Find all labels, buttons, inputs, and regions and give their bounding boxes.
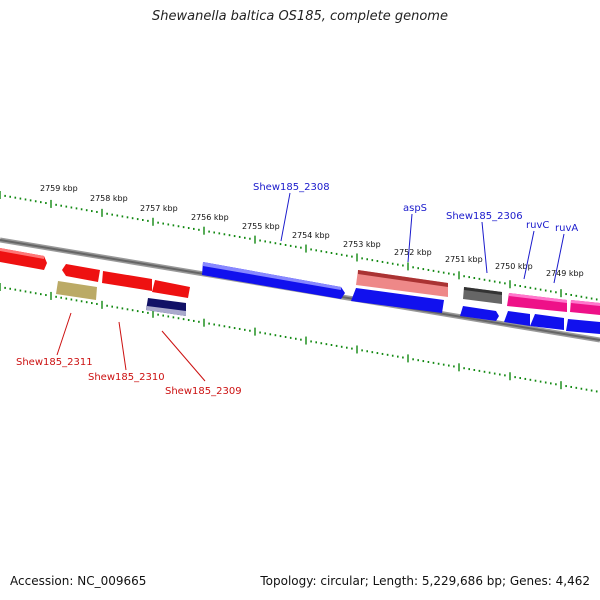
gene-feature[interactable] xyxy=(102,271,152,291)
gene-feature[interactable] xyxy=(358,270,448,287)
genome-summary-text: Topology: circular; Length: 5,229,686 bp… xyxy=(260,574,590,588)
gene-label[interactable]: Shew185_2311 xyxy=(16,357,93,368)
leader-line xyxy=(407,213,413,263)
ruler-label: 2752 kbp xyxy=(394,248,432,257)
gene-feature[interactable] xyxy=(56,281,97,300)
gene-label[interactable]: Shew185_2306 xyxy=(446,211,523,222)
ruler-label: 2755 kbp xyxy=(242,222,280,231)
ruler-label: 2750 kbp xyxy=(495,262,533,271)
ruler-ticks-outer xyxy=(0,191,598,301)
ruler-label: 2759 kbp xyxy=(40,184,78,193)
ruler-label: 2758 kbp xyxy=(90,194,128,203)
gene-feature[interactable] xyxy=(530,314,564,330)
gene-feature[interactable] xyxy=(146,306,186,316)
gene-feature[interactable] xyxy=(62,264,100,282)
leader-line xyxy=(161,330,206,382)
gene-label[interactable]: ruvC xyxy=(526,220,549,231)
leader-line xyxy=(118,321,127,371)
gene-label[interactable]: ruvA xyxy=(555,223,578,234)
gene-feature[interactable] xyxy=(0,248,44,259)
gene-feature[interactable] xyxy=(507,293,567,312)
ruler-label: 2749 kbp xyxy=(546,269,584,278)
gene-label[interactable]: Shew185_2310 xyxy=(88,372,165,383)
gene-feature[interactable] xyxy=(460,306,499,321)
ruler-ticks-inner xyxy=(0,283,598,393)
ruler-label: 2754 kbp xyxy=(292,231,330,240)
gene-feature[interactable] xyxy=(571,300,600,306)
gene-feature[interactable] xyxy=(0,248,47,270)
gene-feature[interactable] xyxy=(509,293,567,303)
gene-feature[interactable] xyxy=(152,280,190,298)
ruler-label: 2753 kbp xyxy=(343,240,381,249)
gene-feature[interactable] xyxy=(504,311,530,326)
gene-feature[interactable] xyxy=(351,288,444,313)
gene-label[interactable]: Shew185_2309 xyxy=(165,386,242,397)
leader-line xyxy=(481,221,488,274)
leader-line xyxy=(553,233,565,284)
reverse-strand-features xyxy=(56,264,600,334)
map-title: Shewanella baltica OS185, complete genom… xyxy=(152,9,448,24)
gene-label[interactable]: aspS xyxy=(403,203,427,214)
accession-text: Accession: NC_009665 xyxy=(10,574,147,588)
leader-lines xyxy=(56,192,565,382)
ruler-label: 2756 kbp xyxy=(191,213,229,222)
gene-feature[interactable] xyxy=(464,287,502,295)
gene-label[interactable]: Shew185_2308 xyxy=(253,182,330,193)
leader-line xyxy=(280,192,291,242)
ruler-label: 2751 kbp xyxy=(445,255,483,264)
gene-feature[interactable] xyxy=(566,319,600,334)
leader-line xyxy=(56,312,72,356)
gene-feature[interactable] xyxy=(203,262,341,290)
ruler-label: 2757 kbp xyxy=(140,204,178,213)
leader-line xyxy=(523,230,535,280)
forward-strand-features xyxy=(0,248,600,315)
